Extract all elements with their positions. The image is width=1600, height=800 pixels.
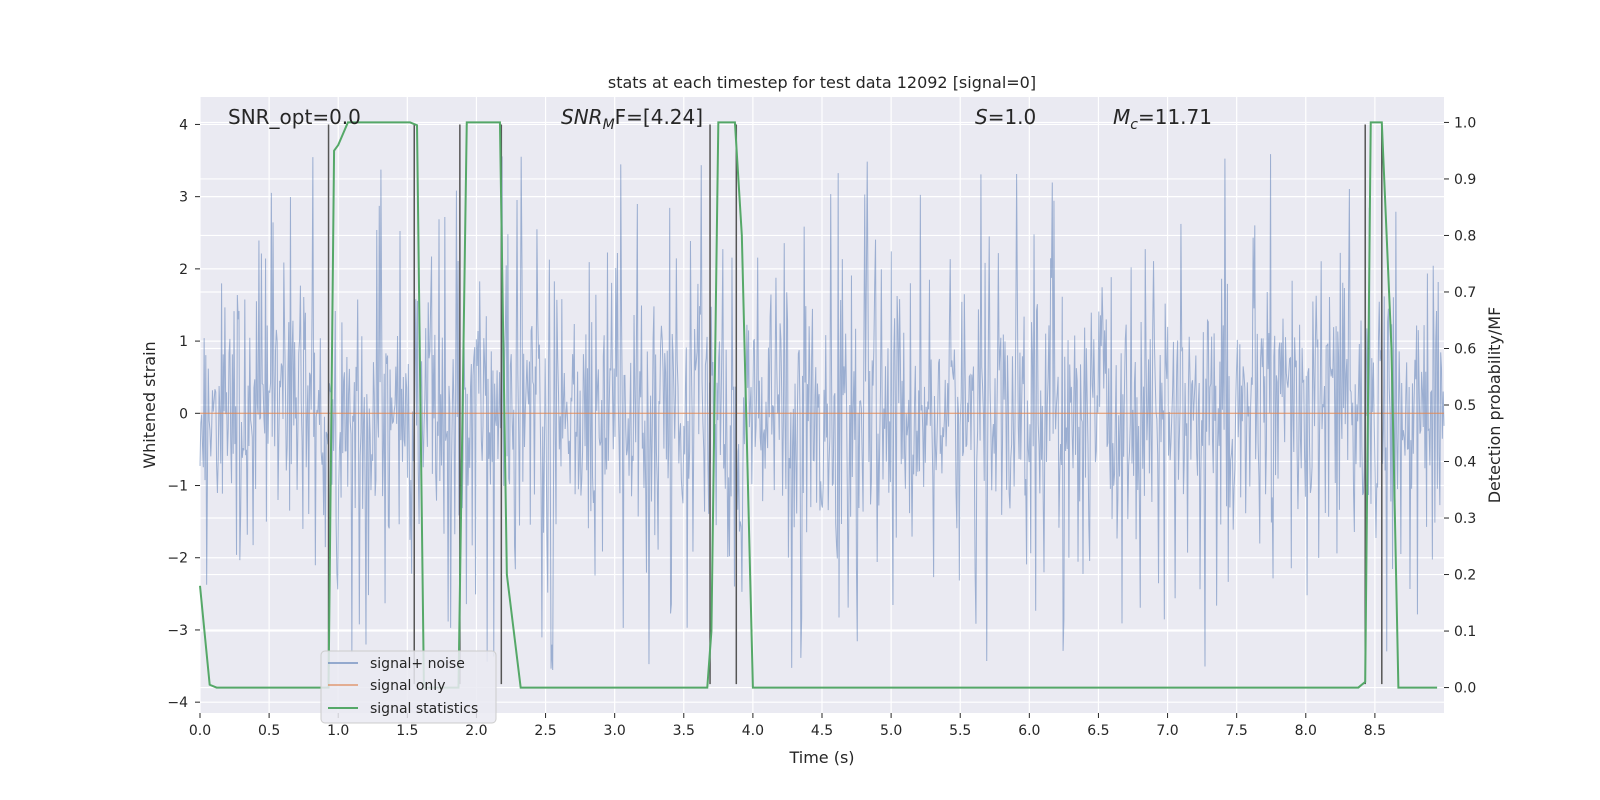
y2-tick-label-1: 0.1 [1454,624,1476,640]
y2-tick-label-4: 0.4 [1454,455,1476,471]
series-signal-noise [199,154,1445,671]
y-tick-label-8: 4 [179,117,188,133]
x-tick-label-11: 5.5 [949,723,971,739]
x-tick-label-0: 0.0 [189,723,211,739]
y-tick-label-1: −3 [167,623,188,639]
y-axis-ticks: −4 −3 −2 −1 0 1 2 3 4 [167,117,200,711]
legend-label-signal-statistics: signal statistics [370,701,478,717]
y2-tick-label-10: 1.0 [1454,115,1476,131]
x-tick-label-10: 5.0 [880,723,902,739]
y2-tick-label-8: 0.8 [1454,228,1476,244]
x-tick-label-6: 3.0 [604,723,626,739]
y2-tick-label-6: 0.6 [1454,341,1476,357]
x-tick-label-15: 7.5 [1226,723,1248,739]
y2-axis-label: Detection probability/MF [1485,307,1504,504]
y2-axis-ticks: 0.0 0.1 0.2 0.3 0.4 0.5 0.6 0.7 0.8 0.9 1.0 [1444,115,1476,697]
x-tick-label-14: 7.0 [1156,723,1178,739]
y2-tick-label-7: 0.7 [1454,285,1476,301]
chart-title: stats at each timestep for test data 120… [608,73,1036,92]
legend: signal+ noise signal only signal statist… [320,650,497,724]
series-signal-statistics [199,121,1438,689]
y2-tick-label-9: 0.9 [1454,172,1476,188]
x-tick-label-8: 4.0 [742,723,764,739]
annotation-s: S=1.0 [975,105,1036,129]
annotation-mc: Mc=11.71 [1113,105,1212,133]
x-tick-label-17: 8.5 [1364,723,1386,739]
x-tick-label-12: 6.0 [1018,723,1040,739]
y-tick-label-0: −4 [167,695,188,711]
noise-line [199,154,1445,671]
y-axis-label: Whitened strain [140,341,159,468]
y-tick-label-4: 0 [179,406,188,422]
y2-tick-label-2: 0.2 [1454,568,1476,584]
annotation-snr-mf: SNRMF=[4.24] [561,105,703,133]
x-axis-ticks: 0.0 0.5 1.0 1.5 2.0 2.5 3.0 3.5 4.0 4.5 5.0 5.5 6.0 6… [189,713,1386,739]
legend-label-signal-noise: signal+ noise [370,656,465,672]
y2-tick-label-0: 0.0 [1454,681,1476,697]
annotation-snr-opt: SNR_opt=0.0 [228,105,361,129]
y-tick-label-6: 2 [179,262,188,278]
x-tick-label-1: 0.5 [258,723,280,739]
legend-label-signal-only: signal only [370,678,445,694]
x-tick-label-16: 8.0 [1295,723,1317,739]
x-tick-label-7: 3.5 [673,723,695,739]
grid-lines [199,97,1444,713]
y-tick-label-7: 3 [179,190,188,206]
x-axis-label: Time (s) [788,748,854,767]
x-tick-label-13: 6.5 [1087,723,1109,739]
x-tick-label-4: 2.0 [465,723,487,739]
x-tick-label-5: 2.5 [534,723,556,739]
x-tick-label-3: 1.5 [396,723,418,739]
legend-box [320,650,497,724]
y-tick-label-5: 1 [179,334,188,350]
y2-tick-label-3: 0.3 [1454,511,1476,527]
y2-tick-label-5: 0.5 [1454,398,1476,414]
y-tick-label-3: −1 [167,479,188,495]
x-tick-label-2: 1.0 [327,723,349,739]
y-tick-label-2: −2 [167,551,188,567]
statistics-line [199,121,1438,689]
x-tick-label-9: 4.5 [811,723,833,739]
